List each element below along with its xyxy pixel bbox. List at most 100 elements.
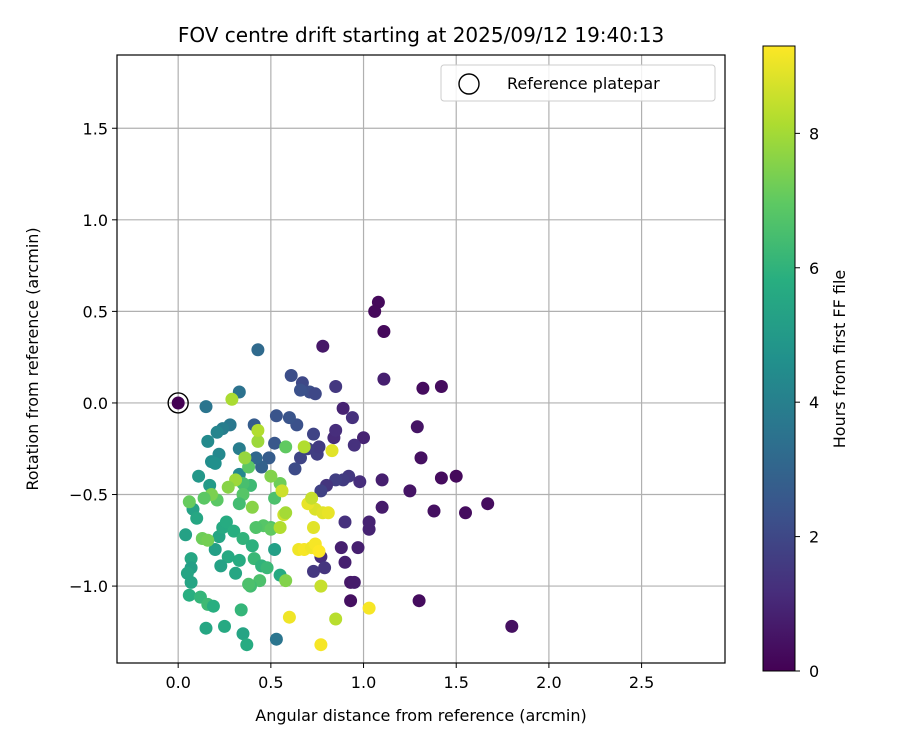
data-point-98 [208, 543, 222, 556]
y-tick-label-0: −1.0 [69, 577, 108, 596]
data-point-159 [314, 579, 328, 593]
data-point-17 [412, 594, 426, 608]
data-point-148 [312, 544, 326, 558]
data-point-71 [201, 434, 215, 448]
data-point-60 [262, 451, 276, 465]
data-point-122 [232, 497, 246, 511]
data-point-89 [199, 621, 213, 635]
y-tick-label-5: 1.5 [83, 119, 108, 138]
data-point-126 [251, 423, 265, 437]
data-point-47 [307, 427, 320, 441]
data-point-162 [362, 601, 376, 615]
data-point-26 [375, 500, 389, 514]
data-point-59 [268, 436, 282, 450]
data-point-49 [294, 451, 307, 465]
data-point-81 [184, 552, 198, 566]
data-point-11 [434, 471, 448, 485]
data-point-3 [377, 325, 391, 338]
x-tick-label-4: 2.0 [536, 673, 561, 692]
data-point-94 [229, 566, 243, 580]
data-point-54 [308, 387, 322, 401]
data-point-90 [218, 619, 231, 633]
data-point-30 [336, 401, 350, 415]
data-point-85 [182, 588, 196, 602]
y-tick-label-3: 0.5 [83, 302, 108, 321]
data-point-9 [414, 451, 428, 465]
colorbar-ticks: 0 2 4 6 8 [795, 124, 819, 681]
x-axis-ticks: 0.0 0.5 1.0 1.5 2.0 2.5 [165, 663, 654, 692]
colorbar-label: Hours from first FF file [830, 270, 849, 449]
colorbar-tick-label-4: 8 [809, 124, 819, 143]
data-point-23 [351, 541, 365, 555]
data-point-18 [344, 594, 358, 608]
legend-marker [458, 73, 480, 95]
data-point-95 [232, 553, 246, 567]
x-tick-label-0: 0.0 [165, 673, 190, 692]
data-point-58 [269, 409, 283, 423]
data-point-29 [345, 411, 359, 425]
data-point-109 [269, 632, 283, 646]
data-point-8 [410, 420, 424, 434]
data-point-50 [288, 462, 302, 476]
data-point-131 [197, 491, 211, 505]
data-point-36 [329, 423, 343, 437]
data-point-141 [279, 506, 293, 520]
colorbar-tick-label-3: 6 [809, 259, 819, 278]
data-point-103 [236, 532, 250, 545]
data-point-158 [282, 610, 296, 624]
legend-label: Reference platepar [507, 74, 660, 93]
data-point-12 [403, 484, 417, 498]
y-tick-label-4: 1.0 [83, 211, 108, 230]
data-point-157 [275, 484, 289, 498]
data-point-96 [221, 550, 235, 564]
data-point-2 [368, 304, 382, 318]
data-point-154 [297, 440, 311, 454]
data-point-20 [347, 575, 361, 589]
colorbar-tick-label-0: 0 [809, 662, 819, 681]
data-point-118 [245, 500, 259, 514]
data-point-93 [240, 638, 254, 652]
data-point-28 [357, 431, 370, 445]
colorbar-gradient [762, 45, 796, 672]
data-point-72 [210, 425, 224, 439]
data-point-114 [242, 577, 256, 591]
chart-title: FOV centre drift starting at 2025/09/12 … [178, 23, 664, 47]
data-point-132 [182, 495, 196, 509]
data-point-139 [264, 469, 278, 483]
data-point-40 [314, 484, 328, 498]
y-axis-ticks: −1.0 −0.5 0.0 0.5 1.0 1.5 [69, 119, 117, 596]
data-point-13 [427, 504, 441, 518]
y-axis-label: Rotation from reference (arcmin) [23, 227, 42, 490]
data-point-21 [338, 555, 352, 569]
data-point-75 [208, 456, 222, 470]
data-point-101 [219, 515, 233, 529]
data-point-14 [459, 506, 472, 520]
data-point-102 [227, 524, 241, 538]
data-point-6 [416, 381, 430, 395]
x-tick-label-3: 1.5 [443, 673, 468, 692]
data-point-152 [321, 506, 335, 520]
data-point-68 [199, 400, 213, 414]
data-point-149 [307, 521, 320, 534]
data-point-143 [273, 521, 287, 534]
data-point-135 [201, 533, 215, 547]
data-point-46 [312, 440, 326, 454]
data-point-104 [245, 539, 259, 553]
data-point-88 [206, 599, 220, 613]
data-point-155 [325, 444, 339, 458]
data-point-107 [260, 561, 274, 575]
data-point-117 [249, 521, 263, 534]
data-point-15 [481, 497, 495, 511]
data-point-43 [307, 564, 320, 578]
data-point-134 [225, 392, 239, 406]
y-tick-label-2: 0.0 [83, 394, 108, 413]
plot-background [117, 55, 725, 663]
data-point-51 [284, 369, 298, 382]
data-point-5 [377, 372, 391, 386]
x-axis-label: Angular distance from reference (arcmin) [255, 706, 586, 725]
y-tick-label-1: −0.5 [69, 486, 108, 505]
data-point-64 [251, 343, 265, 357]
legend: Reference platepar [440, 64, 716, 102]
data-point-156 [305, 491, 319, 505]
